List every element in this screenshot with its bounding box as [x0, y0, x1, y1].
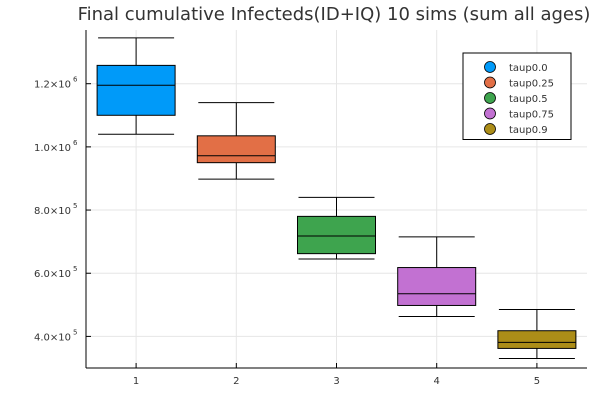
legend-label: taup0.9 [509, 125, 548, 136]
legend-marker [484, 76, 496, 89]
box-body [297, 215, 376, 255]
y-tick-exponent: 5 [73, 265, 77, 273]
box-body [96, 64, 176, 116]
y-tick-exponent: 6 [73, 139, 78, 147]
x-tick-label: 1 [133, 376, 139, 387]
legend-label: taup0.75 [509, 110, 554, 121]
y-tick-exponent: 6 [73, 76, 78, 84]
x-tick-label: 5 [534, 376, 540, 387]
box-taup0.9 [497, 309, 577, 360]
box-body [196, 135, 276, 164]
legend-label: taup0.25 [509, 79, 554, 90]
box-body [397, 267, 477, 306]
y-tick-exponent: 5 [73, 328, 77, 336]
y-tick-label: 4.0×10 [34, 332, 71, 343]
box-body [497, 330, 577, 349]
legend: taup0.0 taup0.25 taup0.5 taup0.75 taup0.9 [462, 52, 572, 140]
box-taup0.0 [96, 37, 176, 135]
boxes [96, 37, 577, 360]
legend-marker [484, 107, 496, 120]
x-tick-label: 3 [333, 376, 339, 387]
y-tick-exponent: 5 [73, 202, 77, 210]
x-tick-label: 4 [434, 376, 440, 387]
legend-box [462, 52, 572, 140]
legend-marker [484, 92, 496, 104]
box-taup0.25 [196, 102, 276, 180]
legend-marker [484, 61, 496, 73]
y-tick-label: 1.0×10 [34, 143, 71, 154]
y-tick-label: 6.0×10 [34, 269, 71, 280]
chart-title: Final cumulative Infecteds(ID+IQ) 10 sim… [78, 4, 591, 25]
legend-marker [484, 123, 496, 135]
y-tick-label: 1.2×10 [34, 80, 71, 91]
box-taup0.5 [297, 196, 376, 260]
axes: 1 2 3 4 54.0×10 56.0×10 58.0×10 51.0×10 61.2×10 6 [34, 30, 587, 387]
legend-label: taup0.0 [509, 63, 548, 74]
box-taup0.75 [397, 236, 477, 318]
legend-label: taup0.5 [509, 94, 548, 105]
x-tick-label: 2 [233, 376, 239, 387]
y-tick-label: 8.0×10 [34, 206, 71, 217]
